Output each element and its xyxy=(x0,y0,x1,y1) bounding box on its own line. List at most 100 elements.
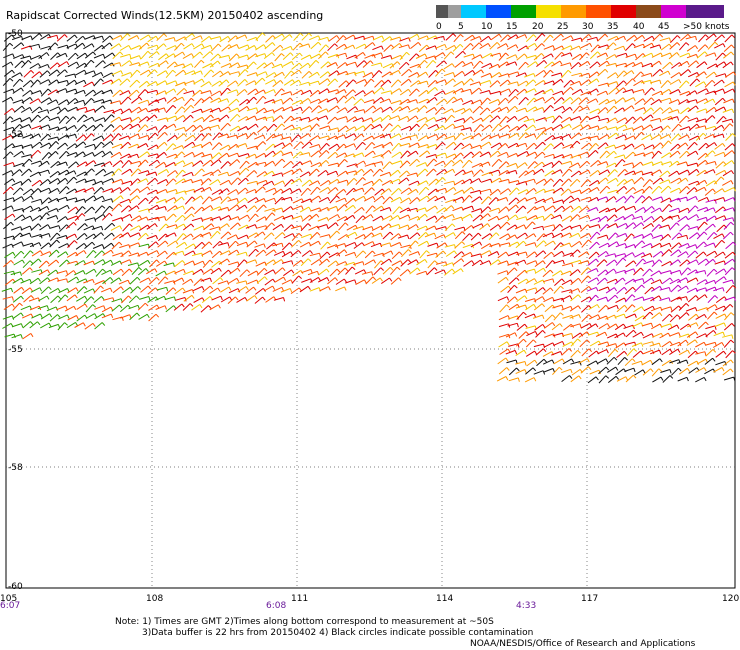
wind-barb-shaft xyxy=(597,44,608,49)
wind-barb-shaft xyxy=(526,106,536,113)
wind-barb-shaft xyxy=(183,151,193,158)
wind-barb-flag xyxy=(587,106,590,111)
wind-barb-flag xyxy=(91,168,95,173)
wind-barb-shaft xyxy=(14,214,23,221)
wind-barb-shaft xyxy=(409,88,417,97)
wind-barb-flag xyxy=(425,71,429,76)
wind-barb-shaft xyxy=(83,288,94,294)
wind-barb-shaft xyxy=(173,250,183,255)
wind-barb-flag xyxy=(631,105,635,110)
wind-barb-flag xyxy=(299,117,303,122)
wind-barb-shaft xyxy=(57,80,68,84)
wind-barb-shaft xyxy=(724,312,732,321)
wind-barb-flag xyxy=(585,97,590,102)
wind-barb-shaft xyxy=(471,162,482,168)
wind-barb-flag xyxy=(417,142,420,147)
wind-barb-flag xyxy=(606,185,611,190)
wind-barb-shaft xyxy=(192,51,201,59)
wind-barb-shaft xyxy=(256,171,266,178)
wind-barb-flag xyxy=(578,314,581,319)
wind-barb-flag xyxy=(37,188,42,192)
wind-barb-flag xyxy=(371,72,374,77)
wind-barb-shaft xyxy=(300,258,309,267)
wind-barb-flag xyxy=(562,106,566,111)
wind-barb-flag xyxy=(380,52,384,57)
wind-barb-flag xyxy=(29,97,33,101)
wind-barb-shaft xyxy=(58,169,68,176)
wind-barb-shaft xyxy=(201,241,210,250)
wind-barb-flag xyxy=(678,89,681,94)
wind-barb-flag xyxy=(363,196,367,201)
wind-barb-flag xyxy=(76,61,80,66)
wind-barb-flag xyxy=(344,198,347,203)
wind-barb-flag xyxy=(685,161,689,166)
wind-barb-flag xyxy=(128,268,133,273)
wind-barb-shaft xyxy=(40,97,50,104)
wind-barb-shaft xyxy=(128,205,138,212)
wind-barb-shaft xyxy=(110,151,120,158)
wind-barb-shaft xyxy=(102,141,111,148)
wind-barb-flag xyxy=(577,294,582,299)
wind-barb-shaft xyxy=(139,277,149,284)
wind-barb-flag xyxy=(210,114,214,119)
wind-barb-shaft xyxy=(722,61,732,69)
wind-barb-flag xyxy=(354,106,359,111)
wind-barb-shaft xyxy=(364,250,373,259)
wind-barb-flag xyxy=(623,286,628,291)
wind-barb-shaft xyxy=(463,151,472,159)
wind-barb-flag xyxy=(65,270,68,275)
wind-barb-shaft xyxy=(129,55,140,60)
wind-barb-flag xyxy=(452,168,456,173)
wind-barb-flag xyxy=(65,115,70,120)
wind-barb-shaft xyxy=(83,98,92,106)
wind-barb-shaft xyxy=(415,53,426,59)
wind-barb-flag xyxy=(48,79,51,84)
wind-barb-shaft xyxy=(407,188,417,196)
wind-barb-shaft xyxy=(704,279,715,285)
wind-barb-flag xyxy=(452,214,455,219)
wind-barb-shaft xyxy=(356,60,365,68)
wind-barb-shaft xyxy=(417,240,428,247)
wind-barb-flag xyxy=(228,215,232,220)
wind-barb-shaft xyxy=(722,180,732,186)
wind-barb-flag xyxy=(209,277,212,282)
wind-barb-shaft xyxy=(560,123,570,130)
wind-barb-shaft xyxy=(218,223,228,230)
wind-barb-flag xyxy=(444,79,447,84)
wind-barb-flag xyxy=(210,45,213,50)
wind-barb-flag xyxy=(103,168,107,173)
wind-barb-shaft xyxy=(694,270,705,274)
wind-barb-flag xyxy=(155,126,158,131)
legend-label: 20 xyxy=(532,22,544,32)
wind-barb-flag xyxy=(273,198,277,203)
wind-barb-shaft xyxy=(164,88,175,95)
wind-barb-shaft xyxy=(598,60,608,68)
wind-barb-shaft xyxy=(254,186,264,194)
wind-barb-flag xyxy=(659,312,663,317)
wind-barb-shaft xyxy=(255,249,264,257)
wind-barb-shaft xyxy=(554,51,563,60)
wind-barb-shaft xyxy=(118,279,129,285)
wind-barb-flag xyxy=(111,114,115,118)
wind-barb-flag xyxy=(19,271,22,276)
wind-barb-shaft xyxy=(596,259,605,267)
wind-barb-shaft xyxy=(650,169,660,176)
wind-barb-shaft xyxy=(337,267,346,276)
wind-barb-shaft xyxy=(362,180,373,186)
wind-barb-shaft xyxy=(247,279,257,285)
wind-barb-shaft xyxy=(605,99,615,105)
wind-barb-flag xyxy=(669,61,673,66)
wind-barb-shaft xyxy=(480,134,490,142)
wind-barb-shaft xyxy=(470,241,480,248)
wind-barb-flag xyxy=(316,71,320,76)
wind-barb-flag xyxy=(443,60,447,65)
wind-barb-shaft xyxy=(471,196,480,203)
wind-barb-shaft xyxy=(587,196,598,203)
wind-barb-shaft xyxy=(172,277,183,283)
wind-barb-shaft xyxy=(120,314,130,319)
wind-barb-shaft xyxy=(525,88,535,94)
wind-barb-shaft xyxy=(526,251,535,259)
legend-swatch xyxy=(486,5,511,18)
wind-barb-flag xyxy=(65,251,69,256)
wind-barb-shaft xyxy=(526,206,536,214)
